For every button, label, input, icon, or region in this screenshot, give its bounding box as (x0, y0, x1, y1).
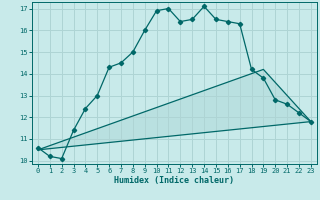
Polygon shape (38, 69, 311, 150)
X-axis label: Humidex (Indice chaleur): Humidex (Indice chaleur) (115, 176, 234, 185)
